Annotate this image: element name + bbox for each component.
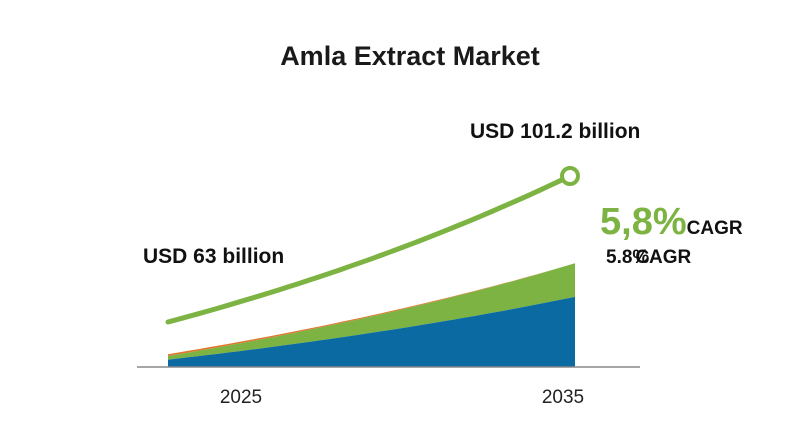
area-series-green <box>168 263 575 360</box>
cagr-big-label: 5,8%CAGR <box>600 201 743 243</box>
cagr-small-label: 5.8%CAGR <box>606 247 692 268</box>
cagr-big-suffix: CAGR <box>687 218 743 239</box>
line-layer <box>165 166 580 325</box>
chart-title: Amla Extract Market <box>280 41 540 71</box>
market-value-line <box>165 173 573 325</box>
x-tick-2035: 2035 <box>542 387 584 408</box>
x-tick-2025: 2025 <box>220 387 262 408</box>
end-value-label: USD 101.2 billion <box>470 120 640 143</box>
end-point-marker <box>560 166 580 186</box>
cagr-small-suffix: CAGR <box>635 247 691 268</box>
cagr-big-value: 5,8% <box>600 201 687 243</box>
start-value-label: USD 63 billion <box>143 245 284 268</box>
cagr-small-value: 5.8% <box>606 247 649 268</box>
area-series-blue <box>168 296 575 367</box>
area-layers <box>168 263 575 367</box>
